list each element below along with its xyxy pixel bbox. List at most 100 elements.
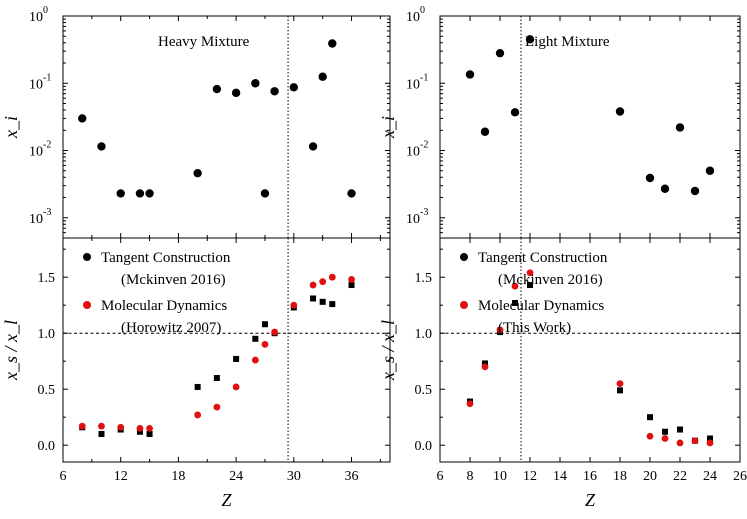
data-point-circle (645, 173, 655, 183)
data-point-square (662, 428, 668, 435)
x-tick-label: 14 (553, 469, 567, 484)
data-point-square (310, 295, 317, 302)
data-point-circle (232, 383, 240, 391)
data-point-circle (146, 425, 153, 432)
data-point-circle (675, 123, 685, 132)
y-tick-exponent: 0 (420, 5, 425, 16)
y-tick-exponent: -1 (420, 72, 428, 83)
data-point-square (194, 383, 201, 390)
molecular-dynamics-points (78, 273, 355, 432)
data-point-circle (145, 189, 154, 198)
chart-title: Light Mixture (525, 34, 610, 50)
data-point-circle (251, 79, 260, 88)
data-point-circle (660, 184, 670, 193)
data-point-circle (271, 328, 278, 336)
data-point-circle (97, 142, 106, 151)
data-point-circle (98, 422, 105, 430)
y-tick-base: 10 (406, 212, 420, 227)
x-axis-label: Z (585, 490, 596, 510)
data-point-circle (213, 403, 221, 411)
data-point-square (98, 431, 105, 437)
data-point-circle (319, 278, 327, 286)
x-tick-label: 12 (114, 469, 128, 484)
data-point-circle (212, 84, 222, 94)
data-point-square (512, 299, 518, 306)
y-tick-exponent: -2 (420, 140, 428, 151)
y-tick-label: 0.5 (38, 383, 56, 398)
y-axis-label: x_i (378, 116, 398, 139)
y-tick-exponent: 0 (43, 5, 48, 16)
plot-frame (62, 237, 391, 463)
legend: Tangent Construction (Mckinven 2016) Molec… (460, 250, 608, 336)
y-axis-label: x_i (1, 116, 21, 139)
data-point-circle (231, 88, 241, 98)
data-point-circle (117, 423, 125, 431)
y-tick-label: 1.0 (38, 327, 56, 342)
data-point-circle (526, 269, 534, 277)
y-tick-label: 10 0 (29, 5, 48, 25)
y-tick-label: 10 -3 (406, 207, 428, 227)
x-tick-label: 6 (60, 469, 67, 484)
data-point-circle (193, 168, 202, 178)
data-point-circle (615, 107, 625, 116)
x-tick-label: 24 (703, 469, 717, 484)
data-point-circle (616, 380, 624, 387)
legend-label: Tangent Construction (478, 250, 608, 266)
y-tick-label: 10 -1 (406, 72, 428, 92)
y-tick-label: 1.0 (415, 327, 433, 342)
data-point-circle (706, 439, 714, 447)
x-tick-label: 26 (733, 469, 747, 484)
y-tick-exponent: -3 (43, 207, 51, 218)
legend-marker (460, 253, 468, 261)
x-tick-label: 20 (643, 469, 657, 484)
legend-marker (83, 301, 91, 309)
series-points (78, 39, 356, 198)
light-bottom-panel: 6 8 10 12 14 16 18 20 22 24 26 0.0 0.5 1.0 1.5 x_s / x_… (378, 237, 747, 510)
data-point-circle (480, 127, 490, 136)
data-point-circle (481, 363, 489, 371)
y-tick-label: 10 0 (406, 5, 425, 25)
data-point-square (647, 414, 653, 421)
y-tick-label: 10 -2 (406, 140, 428, 160)
data-point-circle (525, 35, 535, 44)
data-point-circle (290, 301, 298, 309)
heavy-bottom-panel: 6 12 18 24 30 36 0.0 0.5 1.0 1.5 x_s / x_l Z Tangent… (1, 237, 391, 510)
x-tick-label: 8 (467, 469, 474, 484)
data-point-square (261, 321, 268, 328)
x-tick-label: 10 (493, 469, 507, 484)
data-point-circle (78, 114, 87, 123)
data-point-circle (511, 282, 519, 290)
y-axis-label: x_s / x_l (378, 320, 398, 381)
data-point-square (527, 282, 533, 289)
data-point-circle (646, 432, 654, 440)
x-tick-label: 36 (345, 469, 359, 484)
data-point-circle (495, 48, 505, 58)
y-tick-label: 1.5 (415, 271, 433, 286)
data-point-circle (78, 422, 86, 430)
x-axis-label: Z (221, 490, 232, 510)
data-point-square (677, 426, 683, 433)
y-axis-label: x_s / x_l (1, 320, 21, 381)
y-tick-label: 0.0 (38, 439, 56, 454)
legend: Tangent Construction (Mckinven 2016) Molec… (83, 250, 231, 336)
y-tick-exponent: -3 (420, 207, 428, 218)
data-point-square (213, 375, 220, 381)
data-point-square (319, 298, 326, 305)
data-point-square (329, 301, 336, 308)
y-tick-base: 10 (406, 145, 420, 160)
y-tick-base: 10 (29, 10, 43, 25)
series-points (465, 35, 715, 196)
legend-label: (Mckinven 2016) (498, 272, 603, 288)
x-tick-label: 22 (673, 469, 687, 484)
data-point-square (617, 387, 623, 394)
y-tick-label: 10 -1 (29, 72, 51, 92)
data-point-square (233, 355, 240, 362)
y-tick-label: 0.5 (415, 383, 433, 398)
data-point-circle (328, 273, 336, 281)
data-point-circle (328, 39, 337, 48)
x-tick-label: 30 (287, 469, 301, 484)
data-point-circle (691, 437, 699, 445)
y-tick-base: 10 (29, 77, 43, 92)
data-point-circle (676, 439, 684, 447)
